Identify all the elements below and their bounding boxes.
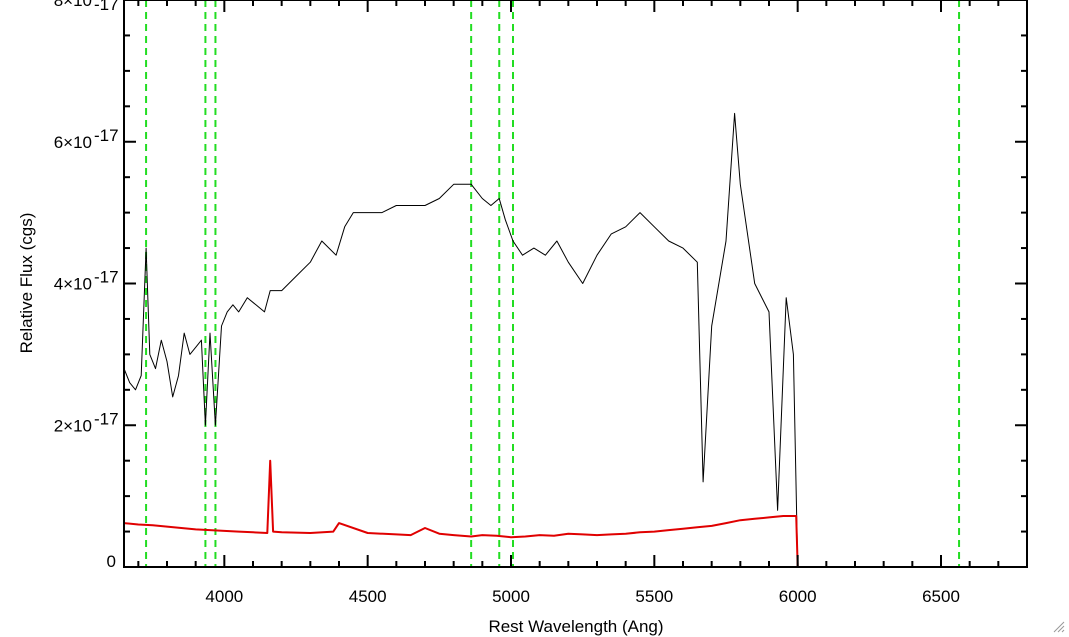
flux-series-line xyxy=(123,112,799,568)
axis-ticks xyxy=(124,0,1028,568)
resize-grip-icon[interactable] xyxy=(1053,621,1065,633)
x-axis-label: Rest Wavelength (Ang) xyxy=(488,617,663,636)
y-tick-label: 2×10 xyxy=(54,416,92,435)
y-tick-exponent: -17 xyxy=(94,268,119,287)
y-tick-label: 0 xyxy=(107,552,116,571)
y-tick-labels: 02×10 -174×10 -176×10 -178×10 -17 xyxy=(54,0,119,571)
y-tick-label: 4×10 xyxy=(54,275,92,294)
y-tick-label: 6×10 xyxy=(54,133,92,152)
x-tick-label: 6500 xyxy=(922,587,960,606)
x-tick-label: 5500 xyxy=(635,587,673,606)
series-layer xyxy=(123,112,1027,568)
x-tick-label: 4500 xyxy=(349,587,387,606)
x-tick-label: 6000 xyxy=(779,587,817,606)
y-tick-exponent: -17 xyxy=(94,0,119,14)
y-tick-exponent: -17 xyxy=(94,409,119,428)
error-series-line xyxy=(123,459,1027,568)
x-tick-label: 5000 xyxy=(492,587,530,606)
y-axis-label: Relative Flux (cgs) xyxy=(17,213,36,354)
reference-lines xyxy=(145,0,961,567)
y-tick-exponent: -17 xyxy=(94,126,119,145)
plot-frame xyxy=(123,0,1028,568)
x-tick-label: 4000 xyxy=(205,587,243,606)
y-tick-label: 8×10 xyxy=(54,0,92,10)
x-tick-labels: 4000 4500 5000 5500 6000 6500 xyxy=(205,587,959,606)
